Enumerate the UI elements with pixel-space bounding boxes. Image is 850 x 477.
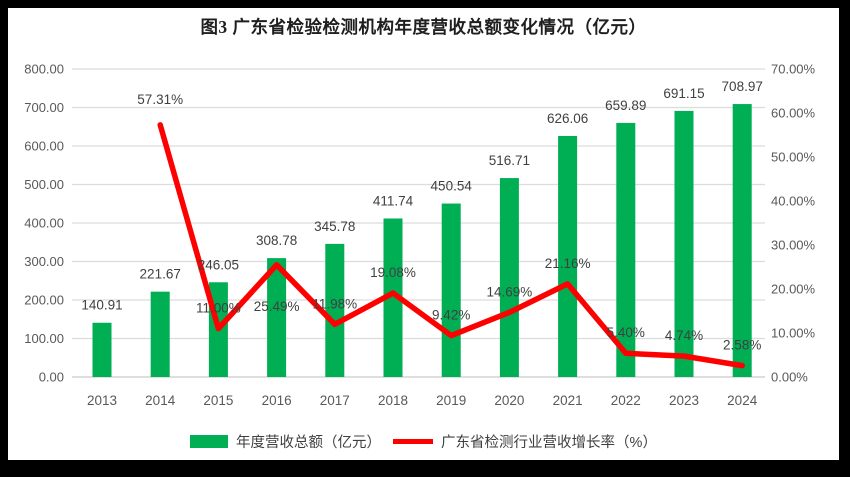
line-value-label: 19.08% <box>370 265 416 280</box>
chart-title: 图3 广东省检验检测机构年度营收总额变化情况（亿元） <box>200 17 647 37</box>
bar-value-label: 516.71 <box>489 153 530 168</box>
x-axis-label-2019: 2019 <box>436 393 466 408</box>
line-value-label: 25.49% <box>254 299 300 314</box>
legend-bar-swatch <box>190 435 229 448</box>
bar-value-label: 140.91 <box>81 298 122 313</box>
y-axis-right-tick: 0.00% <box>771 370 808 385</box>
y-axis-right-tick: 40.00% <box>771 194 816 209</box>
line-value-label: 11.00% <box>196 301 241 316</box>
bar-2013 <box>92 322 112 377</box>
bar-value-label: 691.15 <box>663 86 704 101</box>
bar-value-label: 308.78 <box>256 233 297 248</box>
x-axis-label-2017: 2017 <box>320 393 350 408</box>
x-axis-label-2024: 2024 <box>727 393 758 408</box>
bar-value-label: 659.89 <box>605 98 646 113</box>
legend-line-swatch <box>393 439 434 444</box>
legend-item-bar: 年度营收总额（亿元） <box>190 431 381 452</box>
growth-rate-line <box>157 122 745 369</box>
x-axis-label-2022: 2022 <box>611 393 641 408</box>
legend-label: 广东省检测行业营收增长率（%） <box>441 435 657 451</box>
y-axis-left-tick: 300.00 <box>24 254 64 269</box>
bar-value-label: 246.05 <box>198 257 239 272</box>
y-axis-left-tick: 100.00 <box>24 331 64 346</box>
legend-label: 年度营收总额（亿元） <box>236 435 382 451</box>
y-axis-right-tick: 50.00% <box>771 150 816 165</box>
x-axis-label-2016: 2016 <box>262 393 292 408</box>
chart-plot-area: 0.00 100.00 200.00 300.00 400.00 500.00 600.00… <box>24 62 816 409</box>
bar-2021 <box>558 135 578 377</box>
bar-2014 <box>150 291 170 377</box>
x-axis-label-2018: 2018 <box>378 393 408 408</box>
bar-value-label: 450.54 <box>431 179 473 194</box>
y-axis-left-tick: 400.00 <box>24 216 64 231</box>
bar-2022 <box>616 122 636 377</box>
y-axis-right-tick: 70.00% <box>771 62 816 77</box>
bar-value-label: 708.97 <box>722 79 763 94</box>
x-axis-label-2015: 2015 <box>203 393 233 408</box>
y-axis-left-tick: 600.00 <box>24 139 64 154</box>
y-axis-left-tick: 200.00 <box>24 293 64 308</box>
bar-value-label: 626.06 <box>547 111 588 126</box>
line-value-label: 9.42% <box>432 308 470 323</box>
line-value-label: 11.98% <box>312 296 357 311</box>
line-value-label: 14.69% <box>487 284 533 299</box>
y-axis-right-tick: 10.00% <box>771 326 816 341</box>
y-axis-left-tick: 0.00 <box>39 370 64 385</box>
bar-2023 <box>674 110 694 377</box>
x-axis-label-2020: 2020 <box>494 393 524 408</box>
bar-2018 <box>383 218 403 377</box>
y-axis-right-tick: 30.00% <box>771 238 816 253</box>
line-value-label: 21.16% <box>545 256 591 271</box>
y-axis-left-tick: 800.00 <box>24 62 64 77</box>
bar-2016 <box>267 258 287 377</box>
x-axis-label-2021: 2021 <box>553 393 583 408</box>
bar-value-label: 345.78 <box>314 219 355 234</box>
legend-item-line: 广东省检测行业营收增长率（%） <box>393 431 657 452</box>
bar-value-label: 411.74 <box>373 193 414 208</box>
bar-2017 <box>325 243 345 377</box>
y-axis-right-tick: 20.00% <box>771 282 816 297</box>
line-value-label: 5.40% <box>607 325 645 340</box>
x-axis-label-2013: 2013 <box>87 393 117 408</box>
bar-value-label: 221.67 <box>140 267 181 282</box>
bar-2019 <box>441 203 461 377</box>
chart-legend: 年度营收总额（亿元） 广东省检测行业营收增长率（%） <box>8 431 839 452</box>
y-axis-left-tick: 500.00 <box>24 177 64 192</box>
x-axis-label-2014: 2014 <box>145 393 176 408</box>
x-axis-label-2023: 2023 <box>669 393 699 408</box>
chart-frame: 图3 广东省检验检测机构年度营收总额变化情况（亿元） 0.00 100.00 200… <box>8 8 839 460</box>
line-value-label: 57.31% <box>137 92 183 107</box>
line-value-label: 4.74% <box>665 328 703 343</box>
bar-2024 <box>732 104 752 378</box>
bar-2020 <box>499 178 519 377</box>
y-axis-right-tick: 60.00% <box>771 106 816 121</box>
line-value-label: 2.58% <box>723 338 761 353</box>
y-axis-left-tick: 700.00 <box>24 100 64 115</box>
